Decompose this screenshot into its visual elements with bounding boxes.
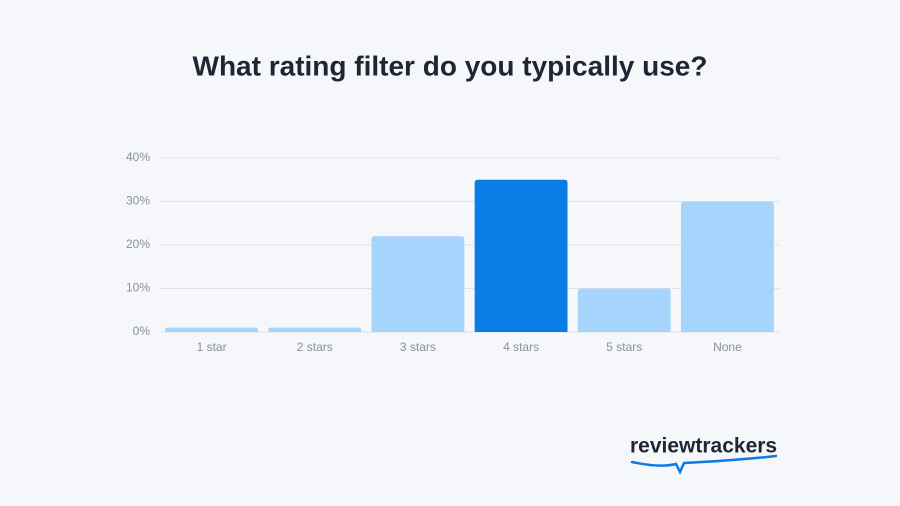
x-tick-label: 2 stars [297, 340, 333, 354]
brand-logo: reviewtrackers [630, 435, 777, 458]
y-tick-label: 0% [133, 324, 151, 338]
x-tick-label: None [713, 340, 742, 354]
x-tick-label: 5 stars [606, 340, 642, 354]
bar [371, 236, 465, 332]
bar [577, 288, 671, 332]
y-tick-label: 40% [126, 150, 150, 164]
plot-area: 0% 10% 20% 30% 40% 1 star 2 stars 3 stars 4 star… [126, 150, 779, 354]
brand-swoosh [630, 454, 778, 475]
y-tick-label: 20% [126, 237, 150, 251]
x-tick-label: 4 stars [503, 340, 539, 354]
bar [474, 179, 568, 332]
bar [268, 327, 362, 332]
bar [165, 327, 259, 332]
y-tick-label: 30% [126, 194, 150, 208]
x-tick-label: 3 stars [400, 340, 436, 354]
bar [680, 201, 774, 332]
y-tick-label: 10% [126, 281, 150, 295]
chart-title: What rating filter do you typically use? [193, 50, 708, 81]
x-tick-label: 1 star [197, 340, 227, 354]
